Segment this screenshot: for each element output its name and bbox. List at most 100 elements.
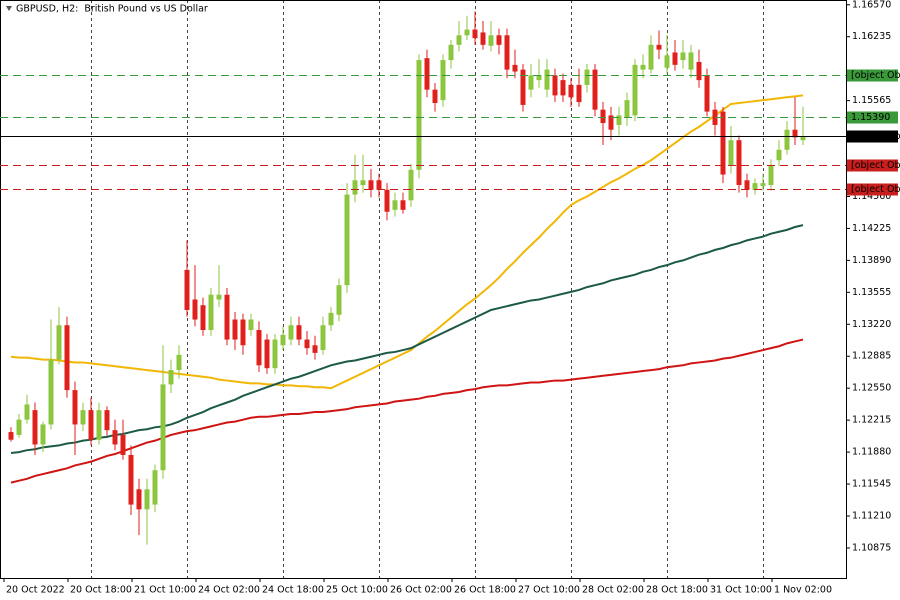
candle-body xyxy=(288,325,294,340)
candle-body xyxy=(24,404,30,420)
candle-body xyxy=(112,430,118,445)
candle-body xyxy=(688,52,694,70)
candle-body xyxy=(512,64,518,72)
candle-body xyxy=(40,424,46,445)
candle-body xyxy=(752,183,758,190)
price-level-label: 1.15390 xyxy=(851,112,890,123)
candle-body xyxy=(448,44,454,61)
candle-body xyxy=(368,180,374,190)
y-tick-label: 1.14560 xyxy=(852,191,891,202)
candle-body xyxy=(8,432,14,440)
plot-frame xyxy=(0,0,847,579)
candle-body xyxy=(56,325,62,360)
candle-body xyxy=(272,339,278,369)
moving-average xyxy=(10,94,804,390)
candle-body xyxy=(432,89,438,104)
candle-body xyxy=(200,305,206,331)
candle-body xyxy=(760,183,766,186)
x-tick-label: 20 Oct 18:00 xyxy=(70,585,132,596)
moving-average xyxy=(10,224,804,455)
y-tick-label: 1.15565 xyxy=(852,95,891,106)
candle-body xyxy=(408,169,414,201)
candle-body xyxy=(344,194,350,286)
candle-body xyxy=(280,334,286,346)
candle-body xyxy=(376,180,382,190)
chart-title: GBPUSD, H2: British Pound vs US Dollar xyxy=(16,4,208,15)
candle-body xyxy=(784,129,790,150)
candle-body xyxy=(600,109,606,124)
candle-body xyxy=(216,294,222,300)
candle-body xyxy=(472,29,478,39)
candle-body xyxy=(320,325,326,351)
y-tick-label: 1.11210 xyxy=(852,511,891,522)
candle-body xyxy=(736,140,742,186)
candle-body xyxy=(464,29,470,36)
y-tick-label: 1.14225 xyxy=(852,223,891,234)
moving-average xyxy=(10,338,804,484)
candle-body xyxy=(64,325,70,391)
price-level-label: [object Object] xyxy=(851,131,900,142)
x-tick-label: 27 Oct 10:00 xyxy=(518,585,580,596)
symbol-icon xyxy=(6,6,12,11)
x-tick-label: 25 Oct 10:00 xyxy=(326,585,388,596)
x-tick-label: 26 Oct 02:00 xyxy=(390,585,452,596)
y-tick-label: 1.10875 xyxy=(852,542,891,553)
candle-body xyxy=(424,58,430,90)
candle-body xyxy=(544,69,550,90)
candle-body xyxy=(552,75,558,96)
candle-body xyxy=(768,165,774,186)
candle-body xyxy=(440,60,446,101)
y-tick-label: 1.12550 xyxy=(852,383,891,394)
y-tick-label: 1.13890 xyxy=(852,255,891,266)
candle-body xyxy=(392,200,398,210)
candle-body xyxy=(360,180,366,186)
candle-body xyxy=(136,489,142,510)
x-tick-label: 24 Oct 02:00 xyxy=(198,585,260,596)
candle-body xyxy=(144,489,150,510)
x-tick-label: 21 Oct 10:00 xyxy=(134,585,196,596)
candle-body xyxy=(608,115,614,130)
candle-body xyxy=(304,339,310,349)
candle-body xyxy=(528,75,534,90)
candle-body xyxy=(568,84,574,98)
price-level-box xyxy=(847,111,898,124)
candle-body xyxy=(648,44,654,70)
candle-body xyxy=(224,294,230,340)
candle-body xyxy=(176,354,182,371)
y-tick-label: 1.11545 xyxy=(852,479,891,490)
candle-body xyxy=(296,325,302,340)
candle-body xyxy=(152,470,158,505)
candle-body xyxy=(384,189,390,212)
candle-body xyxy=(792,129,798,138)
candle-body xyxy=(120,434,126,455)
candle-body xyxy=(800,136,806,141)
candle-body xyxy=(128,454,134,505)
x-tick-label: 28 Oct 18:00 xyxy=(646,585,708,596)
candle-body xyxy=(744,180,750,190)
candle-body xyxy=(248,319,254,331)
candle-body xyxy=(776,149,782,161)
candle-body xyxy=(576,84,582,103)
candle-body xyxy=(624,100,630,118)
candle-body xyxy=(504,35,510,70)
candles xyxy=(8,11,806,545)
candle-body xyxy=(32,410,38,445)
candle-body xyxy=(584,69,590,85)
candle-body xyxy=(336,285,342,315)
candle-body xyxy=(664,55,670,68)
y-tick-label: 1.13220 xyxy=(852,319,891,330)
candle-body xyxy=(312,345,318,353)
candle-body xyxy=(256,330,262,366)
x-tick-label: 1 Nov 02:00 xyxy=(774,585,832,596)
candle-body xyxy=(720,111,726,175)
y-tick-label: 1.12885 xyxy=(852,351,891,362)
candle-body xyxy=(16,419,22,435)
y-tick-label: 1.11880 xyxy=(852,447,891,458)
y-tick-label: 1.16235 xyxy=(852,31,891,42)
x-tick-label: 28 Oct 02:00 xyxy=(582,585,644,596)
x-tick-label: 24 Oct 18:00 xyxy=(262,585,324,596)
price-level-label: [object Object] xyxy=(851,70,900,81)
candle-body xyxy=(656,44,662,50)
candle-body xyxy=(160,384,166,471)
